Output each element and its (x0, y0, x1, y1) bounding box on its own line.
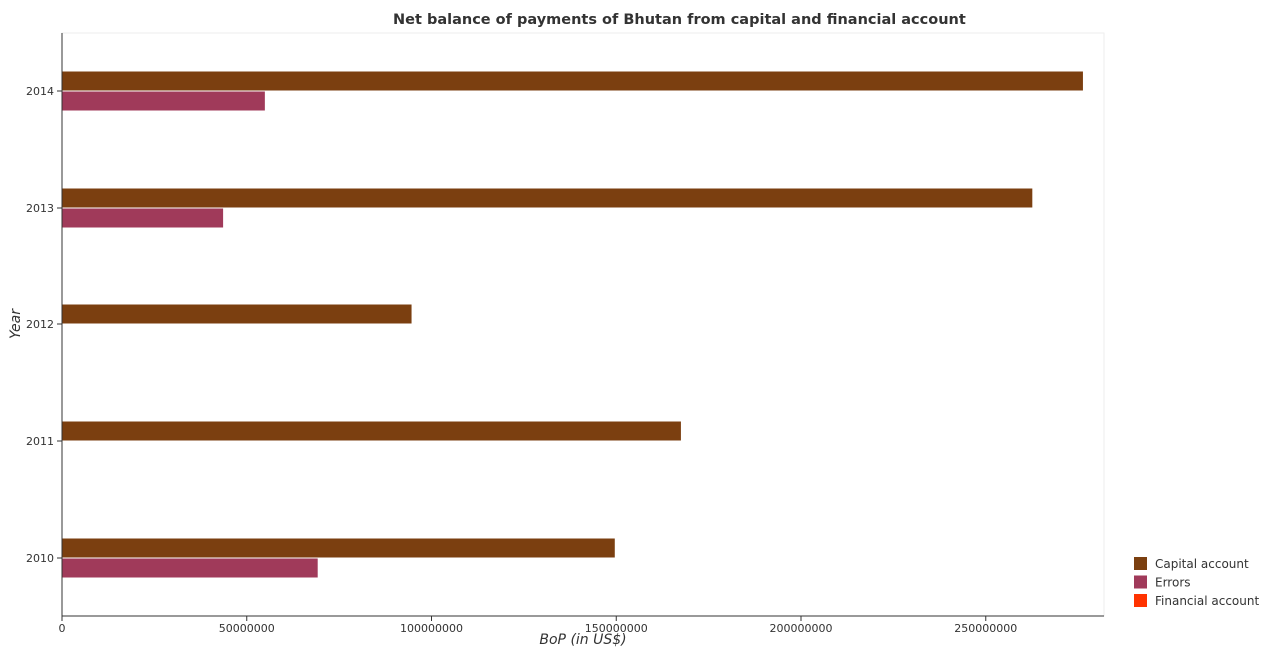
y-axis: 2010 2011 2012 2013 2014 (26, 33, 63, 616)
x-tick-label: 200000000 (770, 622, 833, 635)
legend-swatch (1134, 557, 1147, 570)
legend-swatch (1134, 594, 1147, 607)
bar-errors-2013 (62, 208, 224, 228)
bar-capital-account-2012 (62, 304, 412, 324)
bar-capital-account-2010 (62, 538, 615, 558)
x-axis: 0 50000000 100000000 150000000 200000000 2500… (59, 615, 1104, 635)
legend-swatch (1134, 575, 1147, 589)
x-tick-label: 100000000 (400, 622, 463, 635)
bar-errors-2010 (62, 558, 318, 578)
y-tick-label: 2014 (26, 85, 54, 98)
y-tick-label: 2011 (26, 435, 54, 448)
x-tick-label: 50000000 (219, 622, 275, 635)
y-tick-label: 2013 (26, 202, 54, 215)
legend-label: Errors (1155, 576, 1191, 590)
legend: Capital account Errors Financial account (1134, 557, 1259, 608)
bar-errors-2014 (62, 91, 265, 111)
bar-capital-account-2011 (62, 421, 681, 441)
bar-capital-account-2013 (62, 188, 1033, 208)
x-tick-label: 150000000 (585, 622, 648, 635)
y-axis-label: Year (8, 308, 24, 339)
x-tick-label: 0 (59, 622, 66, 635)
y-tick-label: 2012 (26, 318, 54, 331)
chart-title: Net balance of payments of Bhutan from c… (393, 12, 966, 28)
bars (62, 71, 1083, 578)
x-tick-label: 250000000 (954, 622, 1017, 635)
legend-label: Capital account (1155, 557, 1249, 571)
y-tick-label: 2010 (26, 552, 54, 565)
bar-capital-account-2014 (62, 71, 1083, 91)
x-axis-label: BoP (in US$) (539, 632, 626, 648)
legend-label: Financial account (1155, 594, 1259, 608)
plot-area (61, 32, 1105, 617)
